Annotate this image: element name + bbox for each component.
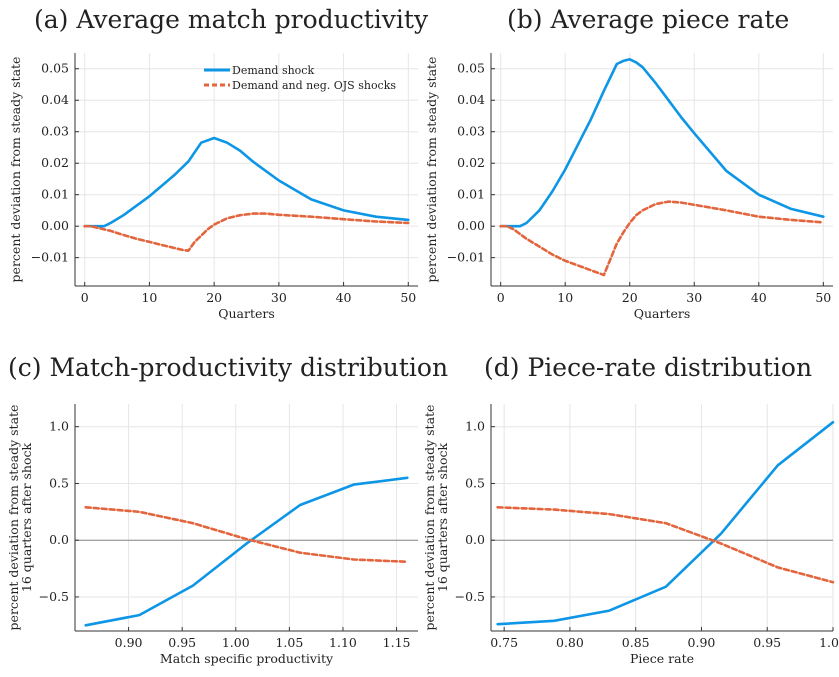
- x-tick-label: 40: [336, 290, 352, 305]
- chart-panel-c: (c) Match-productivity distribution 0.90 0…: [6, 353, 448, 666]
- chart-panel-a: (a) Average match productivity 0 10 20 30 40 5…: [8, 5, 429, 321]
- y-tick-label: 0.5: [49, 475, 69, 490]
- series-line-demand-and-ojs: [84, 505, 409, 564]
- panel-title: (a) Average match productivity: [34, 5, 429, 34]
- y-tick-label: −0.5: [39, 589, 69, 604]
- x-tick-label: 10: [557, 290, 573, 305]
- x-tick-label: 1.05: [275, 635, 303, 650]
- x-tick-label: 0.75: [490, 635, 518, 650]
- y-tick-label: 0.05: [457, 61, 485, 76]
- x-tick-label: 0: [497, 290, 505, 305]
- y-tick-label: −0.5: [455, 589, 485, 604]
- x-tick-label: 1.00: [222, 635, 250, 650]
- x-tick-label: 30: [686, 290, 702, 305]
- series-line-demand: [84, 476, 409, 627]
- panel-title: (d) Piece-rate distribution: [484, 353, 812, 382]
- y-axis-label: percent deviation from steady state: [8, 57, 23, 283]
- x-tick-label: 1.15: [383, 635, 411, 650]
- panel-title: (c) Match-productivity distribution: [8, 353, 448, 382]
- x-tick-label: 1.00: [819, 635, 839, 650]
- x-axis-label: Piece rate: [630, 651, 694, 666]
- series-line-demand-and-ojs: [496, 505, 835, 584]
- x-tick-label: 40: [751, 290, 767, 305]
- x-tick-label: 20: [206, 290, 222, 305]
- chart-panel-d: (d) Piece-rate distribution 0.75 0.80 0.85 0…: [422, 353, 839, 666]
- y-axis-label: percent deviation from steady state: [424, 57, 439, 283]
- chart-panel-b: (b) Average piece rate 0 10 20 30 40 50 −0.01 0.…: [424, 5, 833, 321]
- series-line-demand: [83, 136, 410, 228]
- x-tick-label: 0: [81, 290, 89, 305]
- x-tick-label: 20: [622, 290, 638, 305]
- y-tick-label: 0.0: [465, 532, 485, 547]
- y-tick-label: −0.01: [447, 250, 485, 265]
- y-tick-label: 0.02: [457, 155, 485, 170]
- y-tick-label: 0.5: [465, 475, 485, 490]
- y-tick-label: 0.01: [457, 187, 485, 202]
- x-tick-label: 0.95: [168, 635, 196, 650]
- x-axis-label: Quarters: [634, 306, 691, 321]
- y-tick-label: 0.00: [41, 218, 69, 233]
- y-tick-label: 0.04: [41, 92, 69, 107]
- x-tick-label: 0.80: [556, 635, 584, 650]
- x-tick-label: 50: [815, 290, 831, 305]
- series-line-demand: [496, 420, 835, 626]
- legend-label: Demand and neg. OJS shocks: [232, 79, 396, 92]
- y-axis-label-secondary: 16 quarters after shock: [19, 443, 34, 593]
- y-tick-label: 0.0: [49, 532, 69, 547]
- y-axis-label: percent deviation from steady state: [422, 405, 437, 631]
- x-tick-label: 10: [141, 290, 157, 305]
- x-tick-label: 0.95: [753, 635, 781, 650]
- x-tick-label: 30: [271, 290, 287, 305]
- x-tick-label: 1.10: [329, 635, 357, 650]
- x-tick-label: 0.90: [115, 635, 143, 650]
- x-axis-label: Quarters: [218, 306, 275, 321]
- y-axis-label: percent deviation from steady state: [6, 405, 21, 631]
- series-line-demand: [499, 57, 825, 228]
- series-line-demand-and-ojs: [499, 200, 825, 277]
- y-tick-label: 1.0: [49, 419, 69, 434]
- y-tick-label: −0.01: [31, 250, 69, 265]
- x-tick-label: 50: [400, 290, 416, 305]
- series-line-demand-and-ojs: [83, 212, 410, 252]
- x-tick-label: 0.90: [688, 635, 716, 650]
- y-tick-label: 0.05: [41, 61, 69, 76]
- y-tick-label: 0.01: [41, 187, 69, 202]
- x-axis-label: Match specific productivity: [160, 651, 334, 666]
- x-tick-label: 0.85: [622, 635, 650, 650]
- y-tick-label: 0.00: [457, 218, 485, 233]
- y-tick-label: 0.03: [41, 124, 69, 139]
- y-tick-label: 0.03: [457, 124, 485, 139]
- y-axis-label-secondary: 16 quarters after shock: [435, 443, 450, 593]
- legend-label: Demand shock: [232, 64, 314, 77]
- y-tick-label: 0.04: [457, 92, 485, 107]
- y-tick-label: 0.02: [41, 155, 69, 170]
- panel-title: (b) Average piece rate: [507, 5, 789, 34]
- y-tick-label: 1.0: [465, 419, 485, 434]
